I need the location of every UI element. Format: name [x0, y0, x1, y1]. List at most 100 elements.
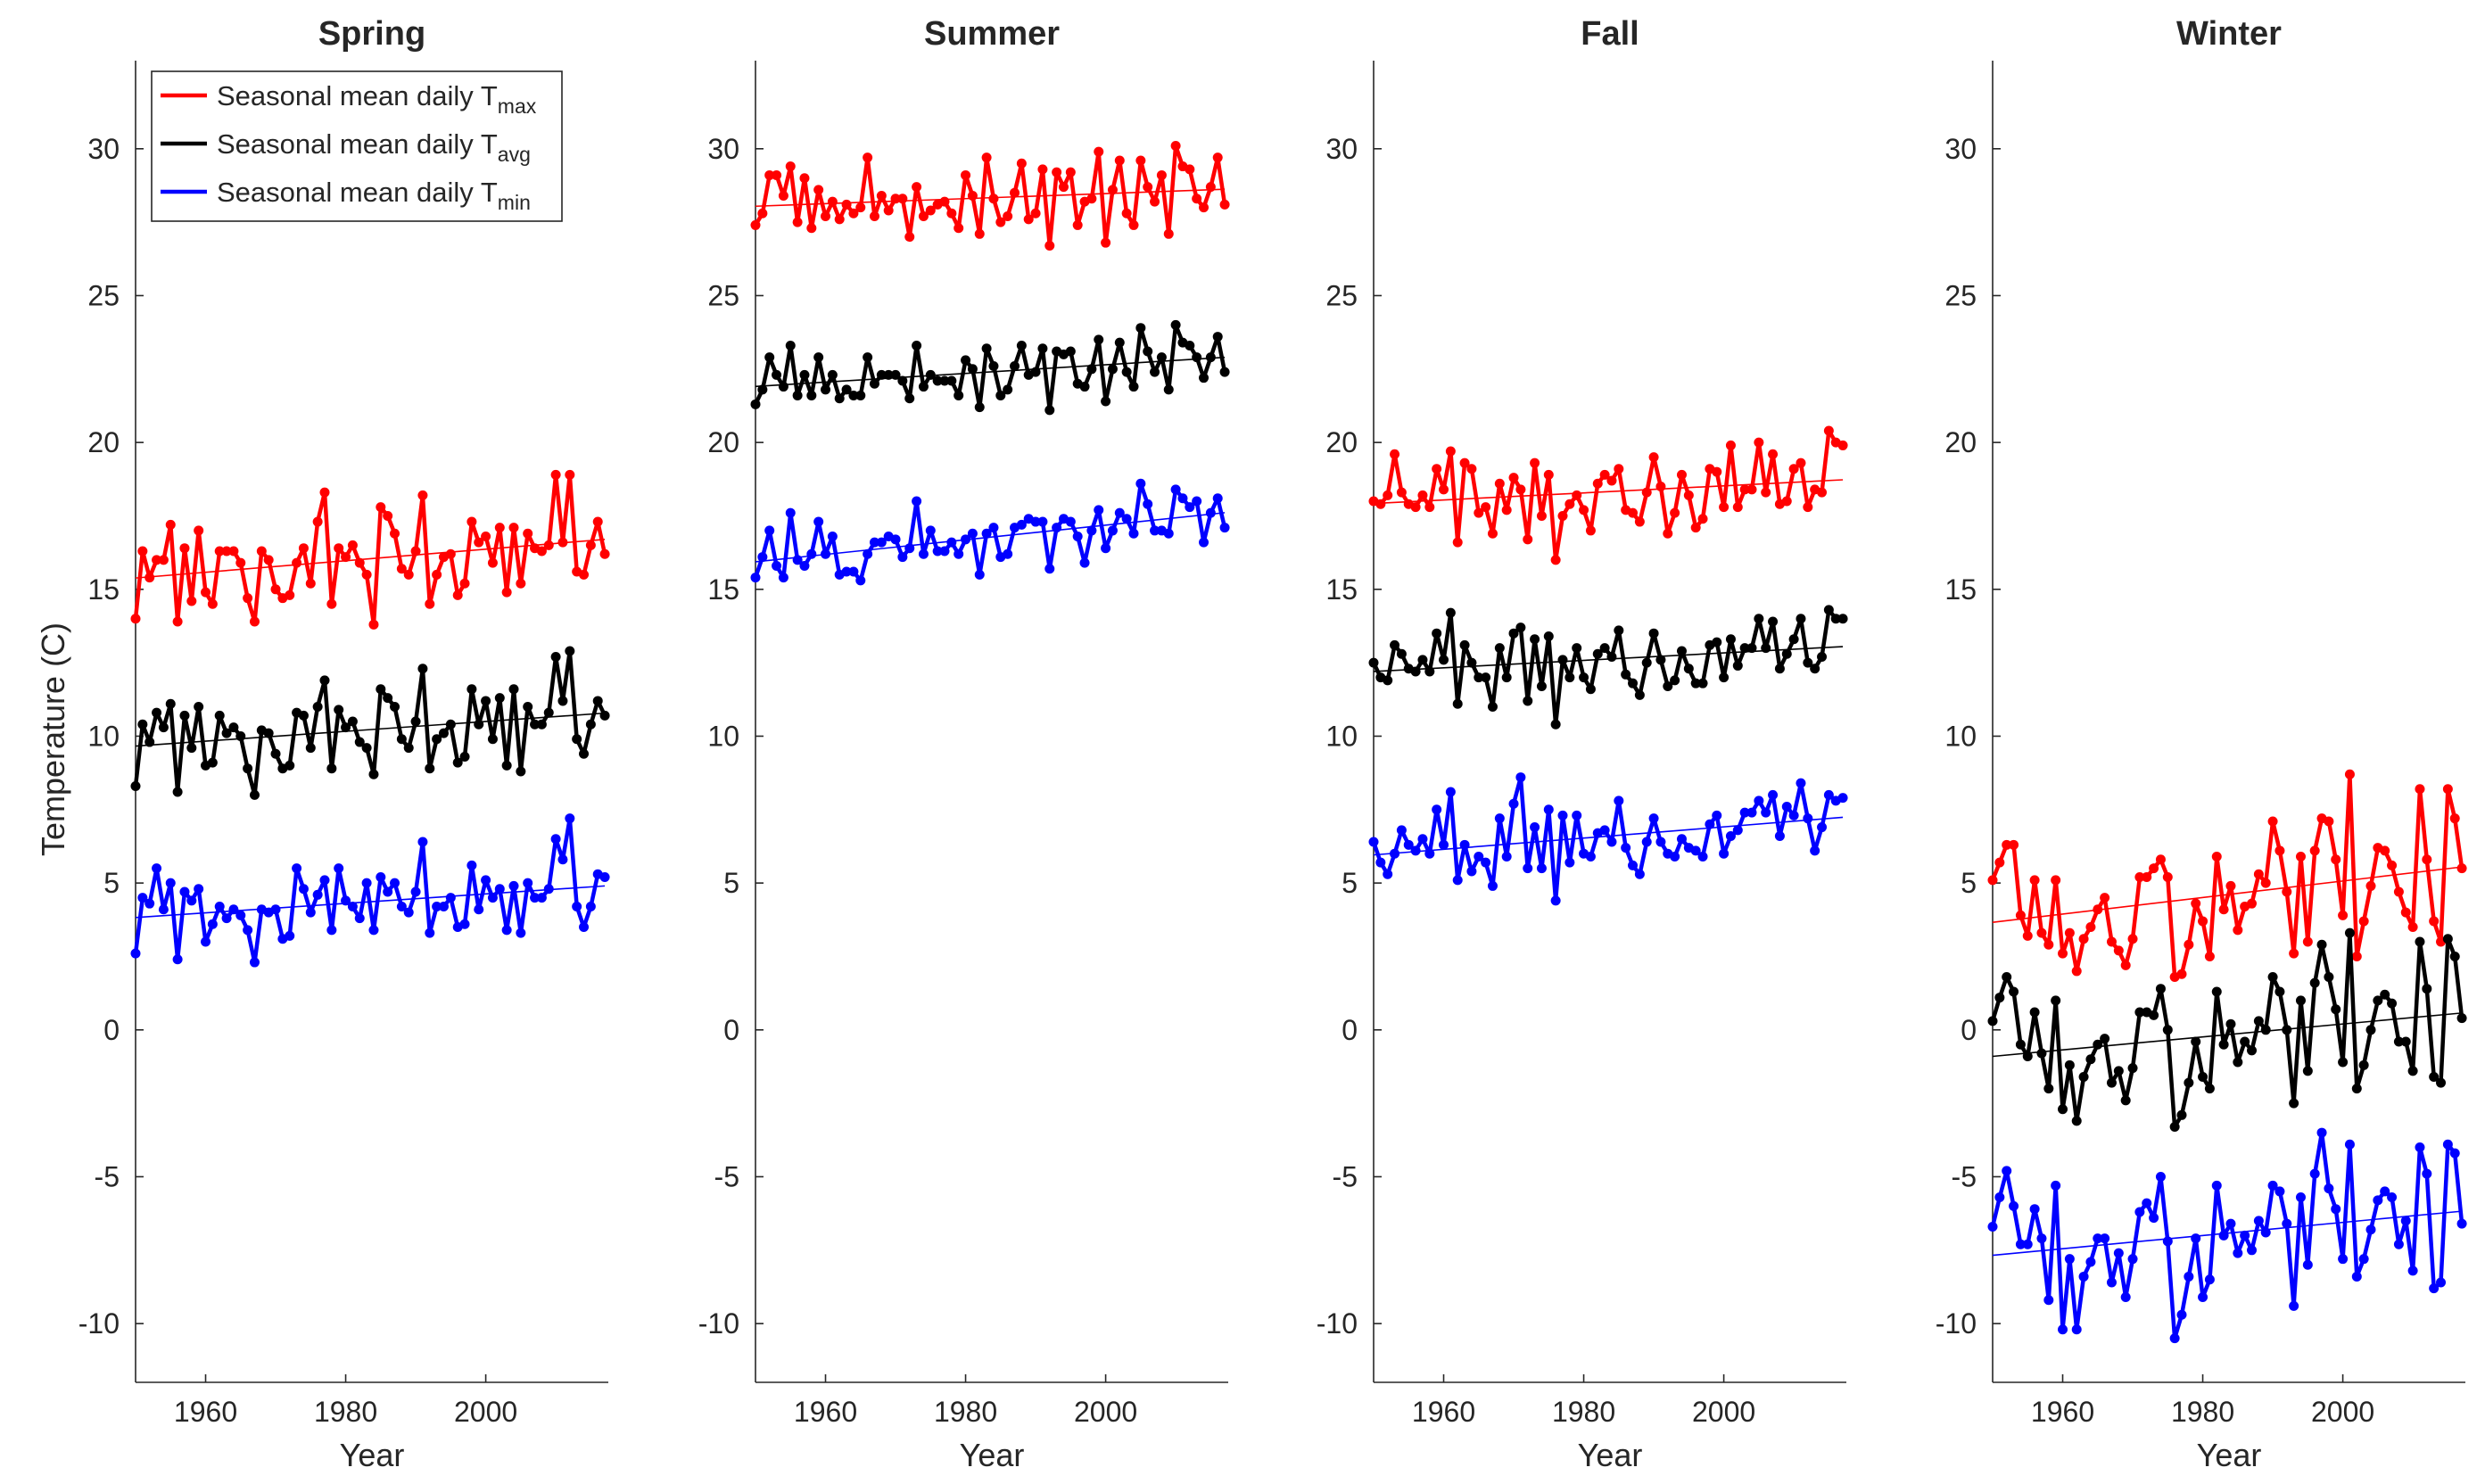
y-tick-label: 25 [1325, 279, 1358, 311]
data-point [2051, 875, 2061, 886]
data-point [1557, 655, 1568, 665]
data-point [1170, 484, 1181, 495]
data-point [1023, 214, 1034, 225]
data-point [897, 552, 908, 563]
data-point [1697, 851, 1708, 862]
data-point [368, 769, 379, 779]
data-point [536, 893, 547, 903]
data-point [2358, 1059, 2369, 1070]
x-tick-label: 2000 [454, 1396, 517, 1428]
data-point [806, 223, 817, 234]
series-line-tavg [1371, 607, 1844, 727]
data-point [1557, 810, 1568, 820]
data-point [806, 390, 817, 400]
data-point [2211, 1180, 2222, 1191]
data-point [995, 217, 1006, 227]
data-point [2415, 784, 2425, 795]
data-point [516, 766, 526, 777]
data-point [876, 369, 887, 380]
data-point [1810, 845, 1820, 856]
data-point [954, 548, 964, 559]
y-tick-label: 30 [1944, 133, 1977, 165]
data-point [376, 502, 386, 513]
data-point [1788, 810, 1799, 820]
data-point [305, 743, 316, 754]
series-tmax [1987, 769, 2467, 983]
data-point [772, 560, 782, 571]
data-point [396, 734, 407, 745]
data-point [2309, 1168, 2320, 1179]
data-point [1739, 484, 1750, 495]
data-point [2113, 1066, 2124, 1076]
data-point [2456, 1218, 2467, 1229]
data-point [2247, 898, 2258, 909]
data-point [2184, 939, 2194, 950]
data-point [2225, 880, 2236, 891]
data-point [2036, 1048, 2047, 1059]
legend-entry: Seasonal mean daily Tmin [217, 177, 531, 214]
data-point [1368, 657, 1379, 668]
data-point [974, 228, 985, 239]
data-point [827, 532, 838, 542]
data-point [1212, 493, 1223, 504]
data-point [1515, 484, 1526, 495]
data-point [1396, 825, 1407, 836]
data-point [2100, 1233, 2110, 1244]
data-point [1837, 440, 1848, 450]
data-point [2184, 1077, 2194, 1088]
data-point [2058, 1324, 2068, 1335]
y-tick-label: 0 [103, 1014, 120, 1046]
data-point [2100, 893, 2110, 903]
data-point [1725, 440, 1736, 450]
x-tick-label: 2000 [1074, 1396, 1137, 1428]
data-point [1135, 323, 1146, 334]
data-point [1003, 211, 1013, 222]
data-point [750, 219, 761, 230]
data-point [410, 716, 421, 727]
data-point [334, 863, 344, 874]
data-point [361, 878, 372, 888]
data-point [1445, 607, 1456, 618]
series-tmax [130, 469, 610, 630]
data-point [2015, 1039, 2026, 1050]
data-point [848, 390, 859, 400]
data-point [1383, 869, 1393, 879]
data-point [1530, 458, 1540, 468]
data-point [939, 375, 950, 386]
data-point [228, 546, 239, 556]
data-point [2211, 986, 2222, 997]
data-point [2149, 1010, 2159, 1020]
y-tick-label: 30 [87, 133, 120, 165]
data-point [1523, 534, 1533, 545]
data-point [1494, 478, 1505, 489]
data-point [334, 705, 344, 715]
data-point [270, 904, 281, 915]
data-point [1156, 352, 1167, 363]
data-point [1739, 643, 1750, 654]
data-point [1508, 798, 1519, 809]
data-point [326, 925, 337, 936]
data-point [1128, 219, 1139, 230]
data-point [2436, 1277, 2447, 1288]
data-point [1761, 807, 1771, 818]
data-point [1177, 493, 1188, 504]
data-point [792, 217, 803, 227]
data-point [445, 719, 456, 730]
data-point [1817, 822, 1828, 833]
data-point [918, 211, 929, 222]
data-point [2015, 1239, 2026, 1249]
data-point [954, 390, 964, 400]
data-point [1107, 364, 1118, 375]
series-line-tmax [133, 473, 607, 627]
data-point [1530, 634, 1540, 645]
data-point [1375, 499, 1386, 509]
data-point [1375, 857, 1386, 868]
data-point [2120, 1095, 2131, 1106]
data-point [599, 548, 610, 559]
data-point [487, 557, 498, 568]
data-point [848, 566, 859, 577]
data-point [1628, 678, 1639, 688]
data-point [2380, 845, 2390, 856]
data-point [1474, 507, 1484, 518]
data-point [1030, 367, 1041, 377]
